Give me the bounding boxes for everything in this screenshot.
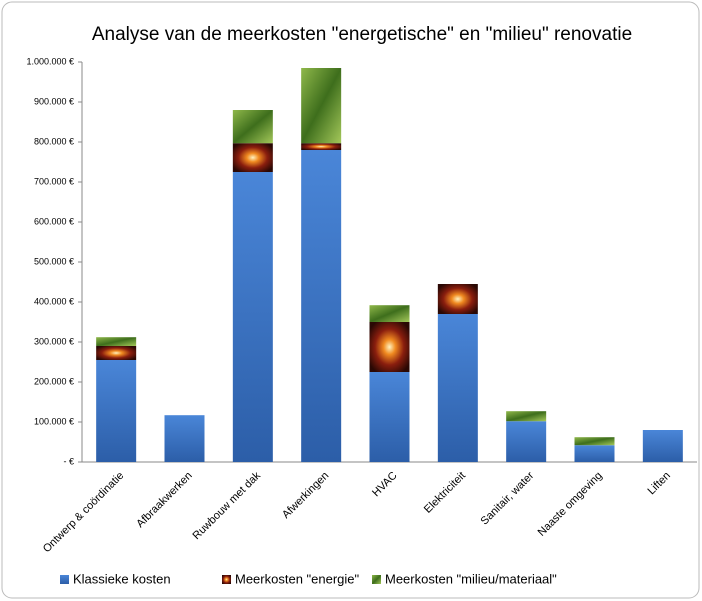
bar-segment [642,430,683,462]
bar-segment [437,284,478,314]
bar-segment [506,411,547,422]
bar-segment [232,172,273,462]
bar-segment [301,150,342,462]
bar-segment [301,68,342,144]
legend-label: Meerkosten "milieu/materiaal" [385,571,557,586]
legend-swatch [60,575,69,584]
bar-segment [96,346,137,360]
y-tick-label: 300.000 € [34,336,74,346]
bar-segment [437,314,478,462]
y-tick-label: 900.000 € [34,96,74,106]
y-tick-label: 500.000 € [34,256,74,266]
legend-label: Meerkosten "energie" [235,571,360,586]
bar-segment [369,305,410,322]
y-tick-label: 400.000 € [34,296,74,306]
y-tick-label: 600.000 € [34,216,74,226]
legend-swatch [372,575,381,584]
bar-segment [369,372,410,462]
legend-label: Klassieke kosten [73,571,171,586]
legend-swatch [222,575,231,584]
y-tick-label: 100.000 € [34,416,74,426]
bar-segment [232,110,273,144]
bar-segment [96,337,137,346]
y-tick-label: 1.000.000 € [26,56,74,66]
bar-segment [574,437,615,446]
bar-segment [369,322,410,372]
y-tick-label: 700.000 € [34,176,74,186]
bar-segment [301,143,342,150]
y-tick-label: - € [63,456,74,466]
bar-segment [574,445,615,462]
bar-segment [232,143,273,172]
bar-segment [506,421,547,462]
y-tick-label: 200.000 € [34,376,74,386]
y-tick-label: 800.000 € [34,136,74,146]
chart-title: Analyse van de meerkosten "energetische"… [92,24,632,45]
bar-segment [164,415,205,462]
bar-segment [96,360,137,462]
